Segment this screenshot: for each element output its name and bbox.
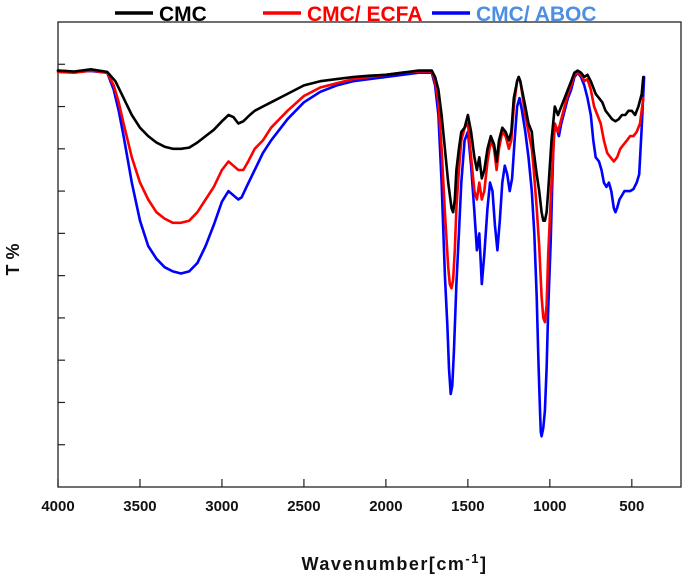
x-tick-label: 2500 — [287, 498, 320, 515]
x-tick-label: 3500 — [123, 498, 156, 515]
x-tick-label: 1500 — [451, 498, 484, 515]
series-line-aboc — [56, 69, 646, 438]
x-tick-label: 500 — [619, 498, 644, 515]
x-axis-label-sup: -1 — [465, 551, 480, 566]
plot-frame — [57, 21, 682, 488]
x-tick-label: 2000 — [369, 498, 402, 515]
x-tick-label: 4000 — [41, 498, 74, 515]
axes-layer: 4000 3500 3000 2500 2000 1500 1000 500 — [41, 63, 644, 515]
x-tick-label: 1000 — [533, 498, 566, 515]
x-axis-label-main: Wavenumber[cm — [302, 554, 466, 574]
series-line-cmc — [56, 68, 645, 222]
x-axis-label-close: ] — [480, 554, 488, 574]
x-axis-label: Wavenumber[cm-1] — [302, 551, 488, 575]
legend-label-cmc: CMC — [159, 3, 207, 26]
y-axis-label: T % — [3, 243, 23, 275]
legend-label-ecfa: CMC/ ECFA — [307, 3, 423, 26]
series-line-ecfa — [56, 69, 645, 324]
legend-label-aboc: CMC/ ABOC — [476, 3, 597, 26]
x-tick-label: 3000 — [205, 498, 238, 515]
series-layer — [56, 68, 646, 438]
legend: CMC CMC/ ECFA CMC/ ABOC — [115, 3, 597, 26]
